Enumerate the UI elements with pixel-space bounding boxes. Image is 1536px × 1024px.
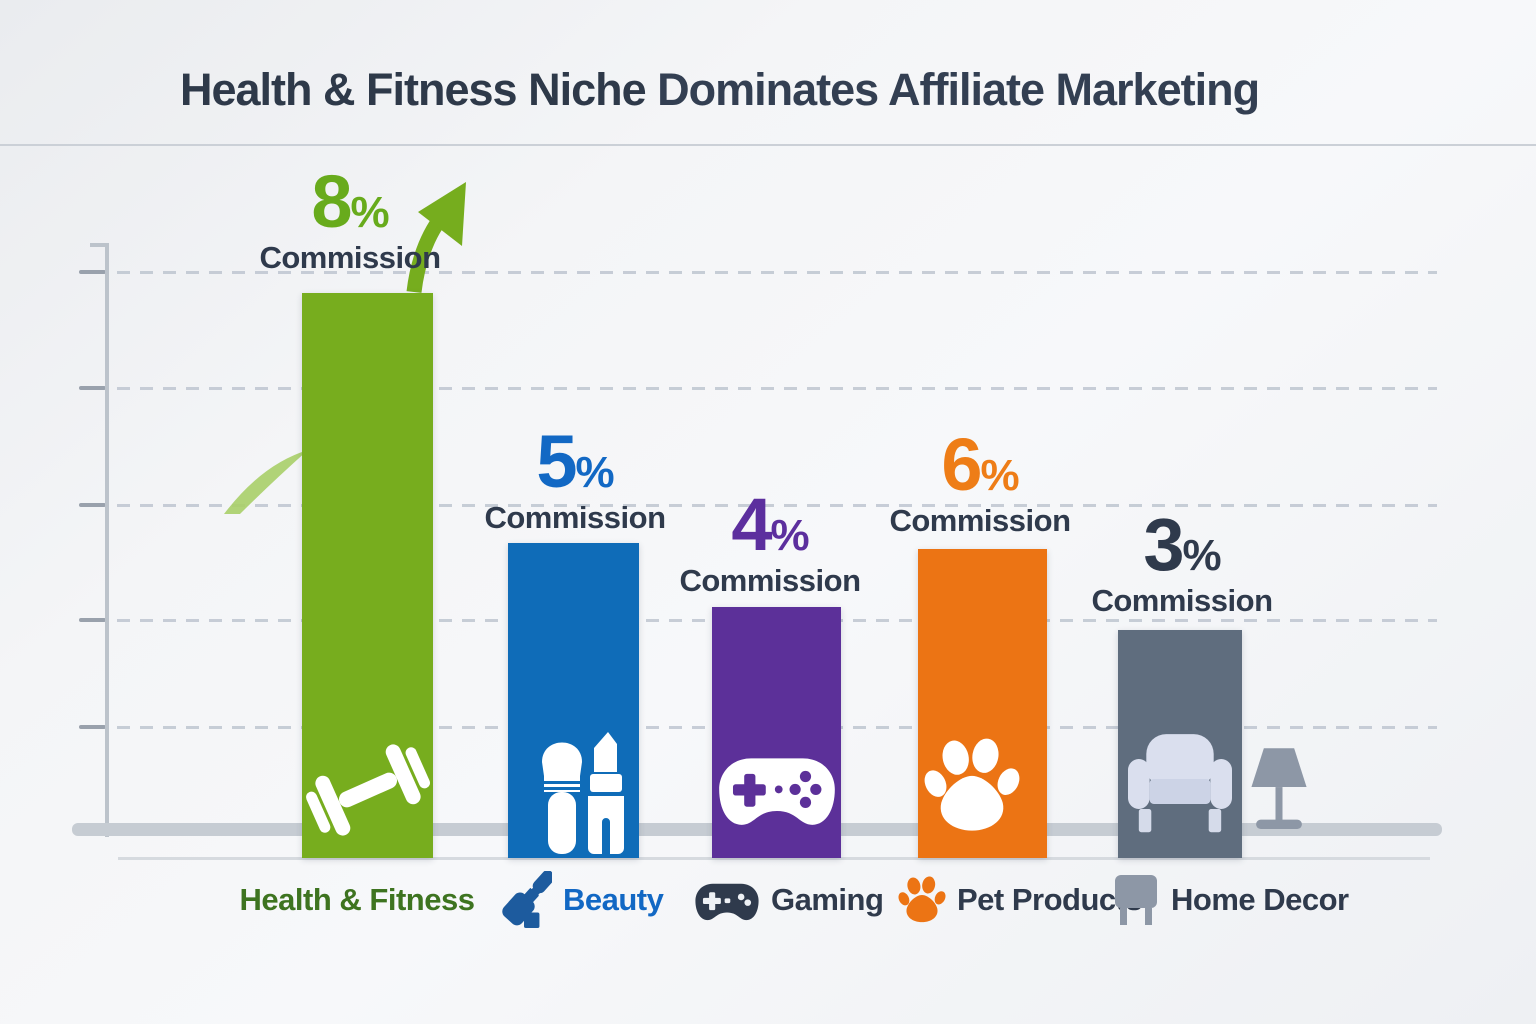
stool-icon <box>1115 875 1157 925</box>
y-axis-tick <box>79 503 106 507</box>
percent-sign: % <box>350 188 390 237</box>
percent-sign: % <box>770 511 810 560</box>
title-divider <box>0 144 1536 146</box>
value-number: 8 <box>311 160 352 243</box>
commission-label: Commission <box>1091 583 1273 618</box>
title-highlight: Health & Fitness Niche <box>180 64 647 115</box>
legend-item-health-fitness: Health & Fitness <box>232 872 482 928</box>
value-number: 4 <box>731 483 772 566</box>
value-number: 5 <box>536 420 577 503</box>
value-label-home-decor: 3% Commission <box>1052 508 1312 618</box>
commission-label: Commission <box>484 500 666 535</box>
percent-sign: % <box>1182 531 1222 580</box>
y-axis-tick <box>79 270 106 274</box>
commission-label: Commission <box>679 563 861 598</box>
gridline <box>117 387 1437 390</box>
legend-label: Gaming <box>771 882 884 917</box>
makeup-brush-lipstick-icon <box>542 732 624 854</box>
y-axis-tick <box>79 725 106 729</box>
value-label-gaming: 4% Commission <box>640 488 900 598</box>
gridline <box>117 504 1437 507</box>
value-label-health-fitness: 8% Commission <box>220 165 480 275</box>
legend-item-beauty: Beauty <box>496 871 664 928</box>
legend-label: Beauty <box>563 882 664 917</box>
value-number: 3 <box>1143 503 1184 586</box>
legend-item-gaming: Gaming <box>694 872 884 928</box>
legend-label: Home Decor <box>1171 882 1349 917</box>
legend-label: Pet Products <box>957 882 1143 917</box>
legend-item-pet-products: Pet Products <box>898 872 1143 928</box>
commission-label: Commission <box>259 240 441 275</box>
paw-icon <box>898 876 946 923</box>
value-label-beauty: 5% Commission <box>445 425 705 535</box>
y-axis-line <box>105 243 109 837</box>
percent-sign: % <box>575 448 615 497</box>
value-label-pet-products: 6% Commission <box>850 428 1110 538</box>
gridline <box>117 271 1437 274</box>
y-axis-top-stub <box>90 243 107 247</box>
percent-sign: % <box>980 451 1020 500</box>
value-number: 6 <box>941 423 982 506</box>
y-axis-tick <box>79 386 106 390</box>
legend-item-home-decor: Home Decor <box>1112 872 1349 928</box>
dumbbell-icon <box>306 744 430 836</box>
paw-icon <box>924 738 1020 831</box>
swoosh-accent-icon <box>224 450 308 514</box>
page-title: Health & Fitness Niche Dominates Affilia… <box>180 64 1260 116</box>
armchair-icon <box>1128 734 1232 833</box>
game-controller-icon <box>719 758 835 825</box>
game-controller-icon <box>695 883 759 920</box>
growth-arrow-icon <box>406 182 466 293</box>
floor-lamp-icon <box>1251 748 1307 829</box>
commission-label: Commission <box>889 503 1071 538</box>
title-rest: Dominates Affiliate Marketing <box>645 64 1260 115</box>
y-axis-tick <box>79 618 106 622</box>
nail-polish-icon <box>502 871 552 928</box>
legend-label: Health & Fitness <box>239 882 475 917</box>
bar-baseline <box>118 857 1430 860</box>
